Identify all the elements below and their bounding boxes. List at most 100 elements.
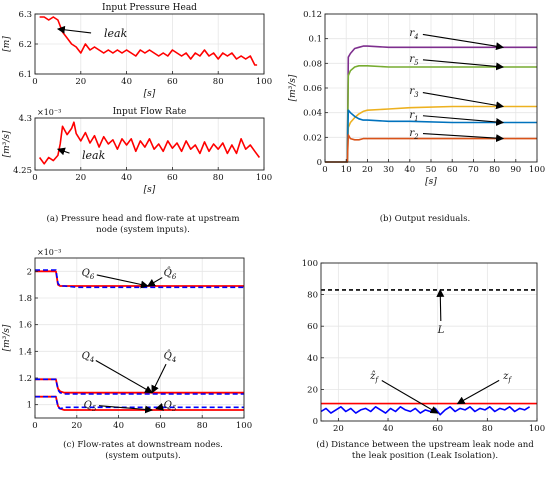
y-tick-label: 2 <box>27 267 32 277</box>
y-tick-label: 0.12 <box>303 10 322 20</box>
y-tick-label: 4.25 <box>13 166 32 176</box>
y-axis-label: [m³/s] <box>2 130 12 157</box>
annotation-label: Q5 <box>164 400 177 413</box>
y-tick-label: 0 <box>317 158 322 168</box>
x-tick-label: 40 <box>404 165 415 175</box>
annotation-arrow <box>155 403 165 411</box>
x-tick-label: 60 <box>167 173 178 183</box>
plot-frame <box>320 262 538 422</box>
x-tick-label: 60 <box>167 77 178 87</box>
x-tick-label: 100 <box>256 173 272 183</box>
x-tick-label: 80 <box>197 421 208 431</box>
series-line-a2-0 <box>38 121 261 165</box>
x-tick-label: 20 <box>75 77 86 87</box>
y-tick-label: 20 <box>307 385 318 395</box>
y-tick-label: 0.08 <box>303 59 322 69</box>
x-tick-label: 100 <box>529 424 545 434</box>
annotation-label: r1 <box>409 110 418 123</box>
x-tick-label: 80 <box>213 173 224 183</box>
annotation-label: r3 <box>409 86 419 99</box>
series-line-c-1 <box>35 269 244 289</box>
caption-c-line1: (c) Flow-rates at downstream nodes. <box>63 440 223 450</box>
x-tick-label: 40 <box>121 173 132 183</box>
series-line-d-2 <box>320 405 531 416</box>
y-tick-label: 6.1 <box>18 70 32 80</box>
x-tick-label: 0 <box>32 77 37 87</box>
annotation-arrow <box>436 288 445 322</box>
annotation-label: Q̂4 <box>164 350 177 364</box>
chart-title: Input Pressure Head <box>102 3 197 13</box>
annotation-arrow <box>422 33 505 51</box>
y-axis-label: [m] <box>2 36 12 52</box>
caption-d: (d) Distance between the upstream leak n… <box>300 440 550 461</box>
x-tick-label: 100 <box>256 77 272 87</box>
annotation-label: Q̂6 <box>164 267 177 281</box>
annotation-arrow <box>56 147 70 156</box>
x-tick-label: 40 <box>113 421 124 431</box>
annotation-arrow <box>422 133 505 143</box>
x-tick-label: 80 <box>213 77 224 87</box>
caption-a-line2: node (system inputs). <box>96 224 190 235</box>
annotation-arrow <box>151 363 167 394</box>
series-line-b-3 <box>325 109 537 163</box>
y-tick-label: 1 <box>27 401 32 411</box>
x-tick-label: 20 <box>362 165 373 175</box>
x-tick-label: 40 <box>383 424 394 434</box>
series-line-a1-0 <box>39 16 258 66</box>
x-tick-label: 20 <box>333 424 344 434</box>
x-tick-label: 0 <box>322 165 327 175</box>
annotation-label: L <box>437 325 445 336</box>
caption-c: (c) Flow-rates at downstream nodes. (sys… <box>18 440 268 461</box>
chart-b: 0 10 20 30 40 50 60 70 80 90 100 0 0.02 0.04 0.06 0.08 0… <box>288 10 545 187</box>
series-line-b-4 <box>325 134 537 163</box>
x-tick-label: 20 <box>75 173 86 183</box>
x-tick-label: 40 <box>121 77 132 87</box>
annotation-arrow <box>146 277 163 287</box>
y-tick-label: 0.1 <box>308 35 322 45</box>
annotation-arrow <box>98 405 154 414</box>
x-tick-label: 80 <box>489 165 500 175</box>
y-tick-label: 0.06 <box>303 84 322 94</box>
x-tick-label: 90 <box>510 165 521 175</box>
caption-c-line2: (system outputs). <box>105 450 181 461</box>
series-line-c-5 <box>35 395 244 410</box>
x-axis-label: [s] <box>144 185 156 195</box>
chart-d: 20 40 60 80 100 0 20 40 60 80 100 Lẑf zf <box>302 259 545 434</box>
y-tick-label: 0.04 <box>303 109 322 119</box>
annotation-label: r5 <box>409 54 419 67</box>
annotation-label: zf <box>502 371 512 384</box>
y-tick-label: 1.6 <box>18 321 32 331</box>
annotation-label: r2 <box>409 128 419 141</box>
x-axis-label: [s] <box>425 177 437 187</box>
y-tick-label: 0 <box>313 417 318 427</box>
axis-scale-label: ×10⁻³ <box>37 248 61 257</box>
annotation-label: r4 <box>409 28 418 41</box>
annotation-arrow <box>422 115 505 126</box>
annotation-label: Q5 <box>84 400 97 413</box>
x-tick-label: 60 <box>155 421 166 431</box>
x-tick-label: 60 <box>432 424 443 434</box>
x-tick-label: 80 <box>482 424 493 434</box>
annotation-label: Q6 <box>82 268 95 281</box>
y-tick-label: 0.02 <box>303 133 322 143</box>
x-tick-label: 20 <box>71 421 82 431</box>
plot-frame <box>34 117 265 171</box>
series-line-b-0 <box>325 45 537 163</box>
y-tick-label: 1.2 <box>18 374 32 384</box>
y-tick-label: 40 <box>307 354 318 364</box>
y-tick-label: 60 <box>307 322 318 332</box>
caption-a: (a) Pressure head and flow-rate at upstr… <box>18 214 268 235</box>
annotation-arrow <box>381 380 439 414</box>
x-tick-label: 30 <box>383 165 394 175</box>
y-tick-label: 6.3 <box>18 10 32 20</box>
x-tick-label: 70 <box>468 165 479 175</box>
series-line-c-3 <box>35 378 244 395</box>
caption-b: (b) Output residuals. <box>300 214 550 225</box>
y-tick-label: 4.3 <box>18 114 32 124</box>
y-tick-label: 6.2 <box>18 40 32 50</box>
y-tick-label: 100 <box>302 259 318 269</box>
annotation-arrow <box>96 274 149 289</box>
caption-b-line1: (b) Output residuals. <box>379 214 471 224</box>
chart-a2: 0 20 40 60 80 100 4.25 4.3 Input Flow Rate ×10⁻³ [… <box>2 107 272 195</box>
